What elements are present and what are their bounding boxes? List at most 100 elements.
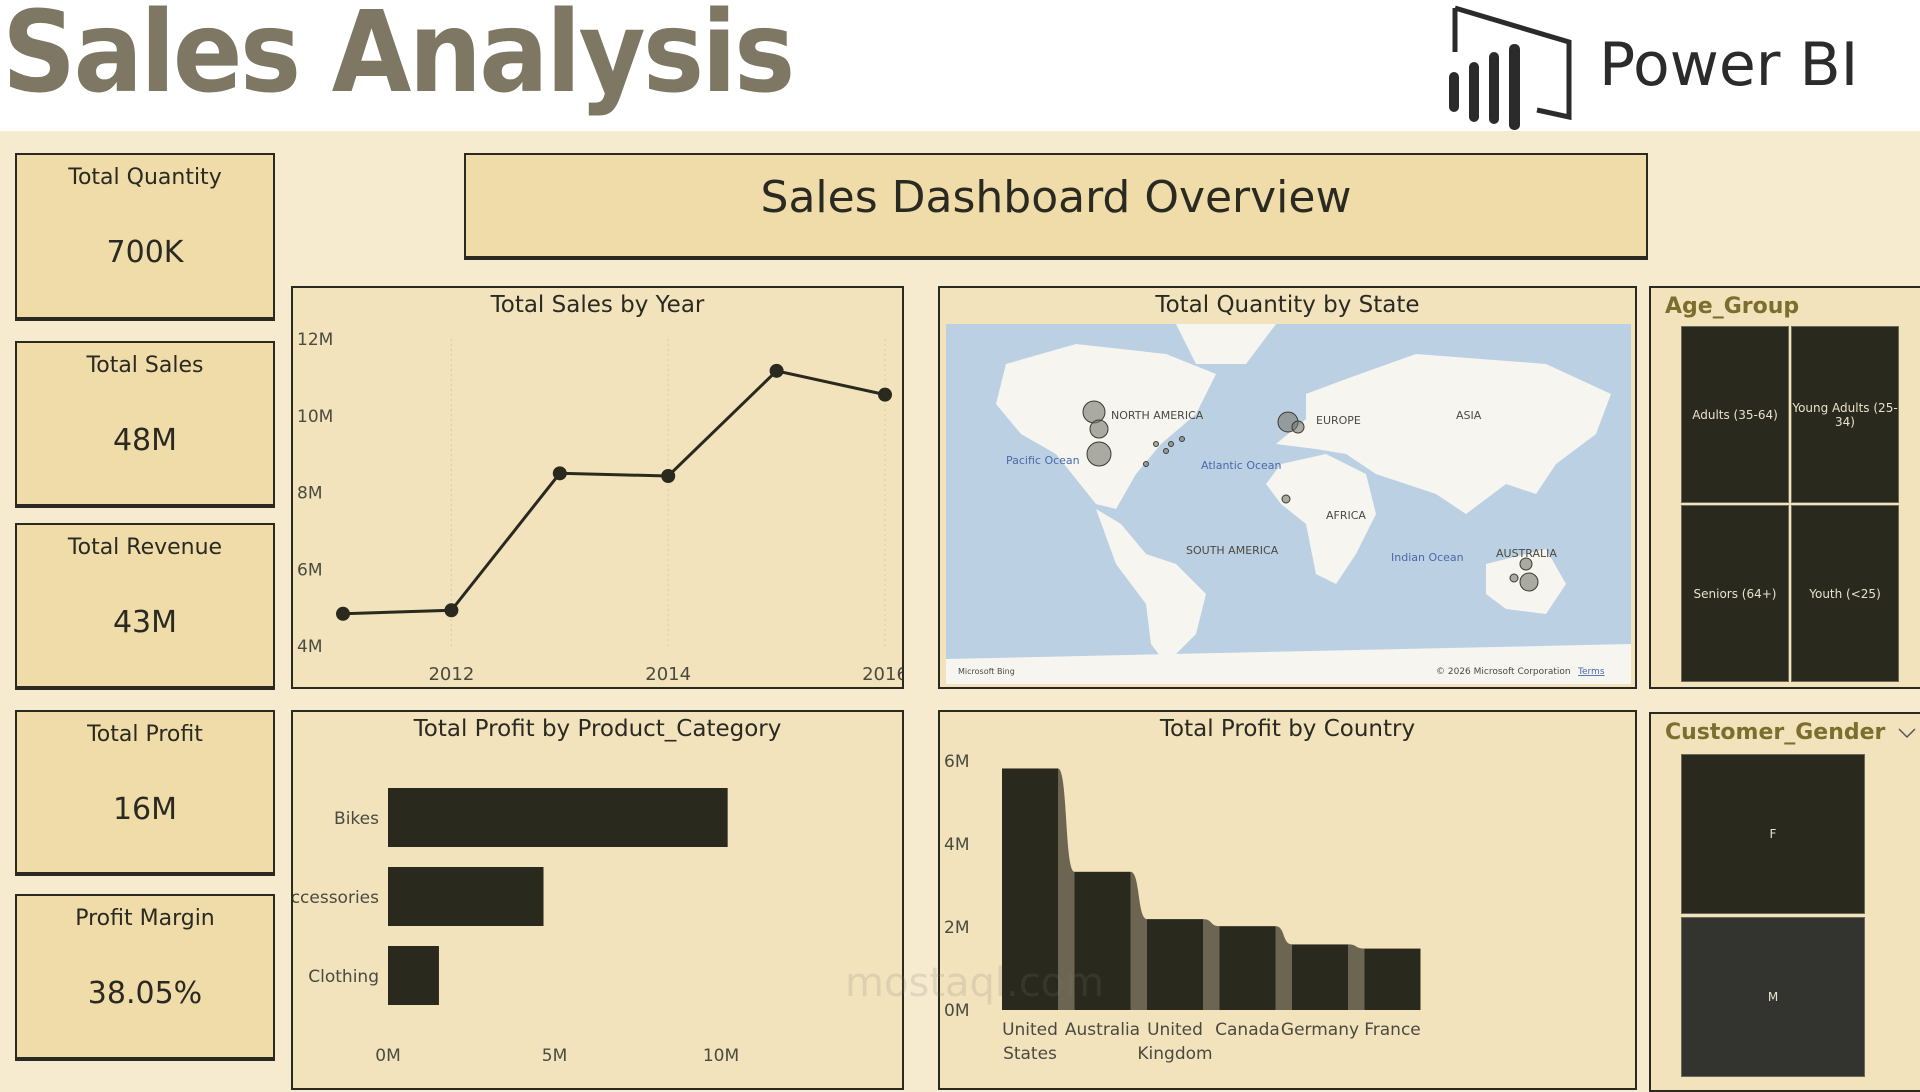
ribbon-connector [1203,919,1220,1010]
category-label: Kingdom [1137,1044,1212,1064]
age-tile-youth[interactable]: Youth (<25) [1791,505,1899,682]
line-chart-svg: 4M 6M 8M 10M 12M 2012 2014 2016 [297,330,902,685]
map-label: AFRICA [1326,509,1366,522]
age-tile-adults[interactable]: Adults (35-64) [1681,326,1789,503]
category-label: Australia [1065,1020,1140,1040]
kpi-label: Total Profit [87,722,203,747]
chart-title: Total Sales by Year [490,292,705,318]
kpi-value: 38.05% [87,976,203,1011]
data-point-2014 [661,468,676,483]
map-label: SOUTH AMERICA [1186,544,1279,557]
category-label: Bikes [334,809,379,829]
category-label: Canada [1215,1020,1280,1040]
kpi-total-quantity: Total Quantity 700K [15,153,275,319]
sales-by-year-chart[interactable]: Total Sales by Year 4M 6M 8M 10M 12M 2012 2014… [291,286,904,689]
chevron-down-icon[interactable] [1897,726,1917,740]
map-label: EUROPE [1316,414,1361,427]
y-tick-label: 6M [944,752,969,772]
data-point-2016 [878,387,892,402]
gender-tile-m[interactable]: M [1681,917,1865,1077]
dashboard-banner: Sales Dashboard Overview [464,153,1648,260]
age-tile-seniors[interactable]: Seniors (64+) [1681,505,1789,682]
profit-by-category-chart[interactable]: Total Profit by Product_Category Bikes Ac… [291,710,904,1090]
bubble[interactable] [1086,441,1112,467]
y-tick-label: 2M [944,918,969,938]
category-label: United [1002,1020,1058,1040]
bubble[interactable] [1281,494,1291,504]
kpi-label: Total Revenue [67,535,223,560]
bar-clothing [388,946,439,1005]
category-label: France [1364,1020,1421,1040]
bar-united-states [1002,768,1058,1010]
quantity-by-state-map[interactable]: Total Quantity by State NORTH AMERICA [938,286,1637,689]
power-bi-icon [1449,5,1572,130]
map-label: Atlantic Ocean [1201,459,1282,472]
bubble[interactable] [1509,573,1519,583]
kpi-label: Total Quantity [68,165,222,190]
category-label: Clothing [308,967,379,987]
header: Sales Analysis Power BI [0,0,1920,131]
x-tick-label: 2012 [428,664,474,685]
age-tile-young-adults[interactable]: Young Adults (25-34) [1791,326,1899,503]
ribbon-chart-svg: 0M 2M 4M 6M United States Australia United Kingd… [944,752,1421,1064]
category-label: Accessories [293,888,379,908]
bar-germany [1292,944,1348,1010]
ribbon-connector [1130,871,1147,1010]
slicer-title: Age_Group [1665,294,1800,319]
kpi-total-revenue: Total Revenue 43M [15,523,275,688]
sales-line [342,369,886,616]
world-map[interactable]: NORTH AMERICA EUROPE ASIA AFRICA SOUTH A… [946,324,1631,684]
ribbon-connector [1348,944,1365,1010]
data-point-2012 [444,603,459,618]
y-tick-label: 4M [944,835,969,855]
kpi-total-profit: Total Profit 16M [15,710,275,874]
bar-canada [1219,926,1276,1010]
y-tick-label: 4M [297,637,322,657]
y-tick-label: 0M [944,1001,969,1021]
page-title: Sales Analysis [2,0,795,118]
customer-gender-slicer: Customer_Gender F M [1649,712,1920,1092]
kpi-label: Total Sales [86,353,204,378]
bar-france [1364,948,1421,1010]
category-label: States [1003,1044,1057,1064]
bubble[interactable] [1089,419,1109,439]
x-tick-label: 0M [375,1046,400,1066]
chart-title: Total Profit by Product_Category [413,716,782,742]
bar-australia [1074,871,1131,1010]
profit-by-country-chart[interactable]: Total Profit by Country 0M 2M 4M 6M United St… [938,710,1637,1090]
kpi-value: 48M [112,423,178,458]
x-tick-label: 2016 [862,664,902,685]
category-label: Germany [1281,1020,1359,1040]
kpi-value: 43M [112,605,178,640]
ribbon-connector [1058,768,1075,1010]
map-terms-link[interactable]: Terms [1577,667,1605,677]
kpi-total-sales: Total Sales 48M [15,341,275,506]
bar-united-kingdom [1147,919,1203,1010]
map-attribution: Microsoft Bing [958,667,1015,676]
age-group-slicer: Age_Group Adults (35-64) Young Adults (2… [1649,286,1920,689]
gender-tile-f[interactable]: F [1681,754,1865,914]
bar-chart-svg: Bikes Accessories Clothing 0M 5M 10M [293,788,739,1066]
map-label: Indian Ocean [1391,551,1464,564]
map-bubbles [1082,400,1539,592]
kpi-value: 700K [106,235,184,270]
map-label: ASIA [1456,409,1482,422]
data-point-2015 [769,363,784,378]
ribbon-connector [1275,926,1292,1010]
power-bi-logo: Power BI [1449,2,1859,130]
map-copyright: © 2026 Microsoft Corporation [1436,667,1571,677]
bubble[interactable] [1291,420,1305,434]
bubble[interactable] [1082,400,1106,424]
kpi-profit-margin: Profit Margin 38.05% [15,894,275,1059]
x-tick-label: 5M [542,1046,567,1066]
category-label: United [1147,1020,1203,1040]
bubble[interactable] [1519,557,1533,571]
watermark: mostaql.com [845,960,1105,1006]
bubble[interactable] [1519,572,1539,592]
x-tick-label: 10M [703,1046,739,1066]
data-point-2013 [552,466,567,481]
slicer-title: Customer_Gender [1665,720,1886,745]
map-title: Total Quantity by State [1155,292,1420,318]
bar-accessories [388,867,544,926]
kpi-value: 16M [112,792,178,827]
